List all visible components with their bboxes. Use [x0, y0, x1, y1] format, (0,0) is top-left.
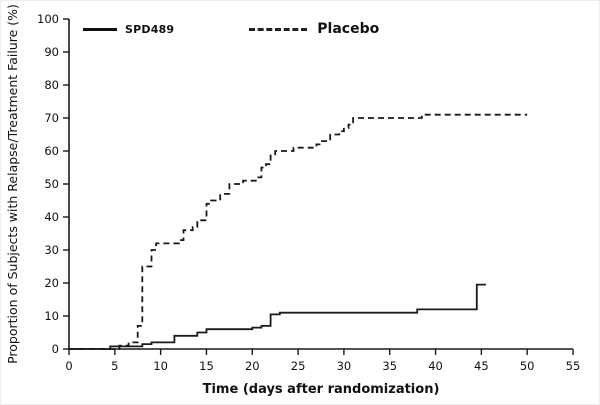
- y-tick-label: 50: [44, 177, 59, 191]
- x-tick-label: 10: [153, 359, 168, 373]
- series-line-spd489: [69, 283, 486, 350]
- x-tick-label: 30: [337, 359, 352, 373]
- y-tick-label: 30: [44, 243, 59, 257]
- chart-legend: SPD489 Placebo: [83, 21, 379, 37]
- y-tick-label: 20: [44, 276, 59, 290]
- y-tick-label: 60: [44, 144, 59, 158]
- y-tick-label: 40: [44, 210, 59, 224]
- y-tick-label: 70: [44, 111, 59, 125]
- legend-label-placebo: Placebo: [317, 21, 380, 37]
- dashed-line-swatch: [249, 27, 308, 31]
- y-tick-label: 100: [37, 12, 59, 26]
- x-tick-label: 40: [428, 359, 443, 373]
- y-tick-label: 90: [44, 45, 59, 59]
- legend-item-placebo: Placebo: [249, 21, 379, 37]
- x-tick-label: 20: [245, 359, 260, 373]
- x-axis-title: Time (days after randomization): [203, 382, 440, 397]
- y-tick-label: 80: [44, 78, 59, 92]
- x-tick-label: 50: [520, 359, 535, 373]
- y-axis-title: Proportion of Subjects with Relapse/Trea…: [5, 4, 20, 364]
- x-tick-label: 15: [199, 359, 214, 373]
- x-tick-label: 5: [111, 359, 118, 373]
- legend-item-spd489: SPD489: [83, 23, 174, 36]
- y-tick-label: 0: [52, 342, 59, 356]
- x-tick-label: 35: [382, 359, 397, 373]
- solid-line-swatch: [83, 27, 117, 31]
- x-tick-label: 55: [566, 359, 581, 373]
- series-line-placebo: [69, 113, 528, 350]
- y-tick-label: 10: [44, 309, 59, 323]
- x-tick-label: 45: [474, 359, 489, 373]
- legend-label-spd489: SPD489: [125, 22, 175, 36]
- x-tick-label: 0: [65, 359, 72, 373]
- x-tick-label: 25: [291, 359, 306, 373]
